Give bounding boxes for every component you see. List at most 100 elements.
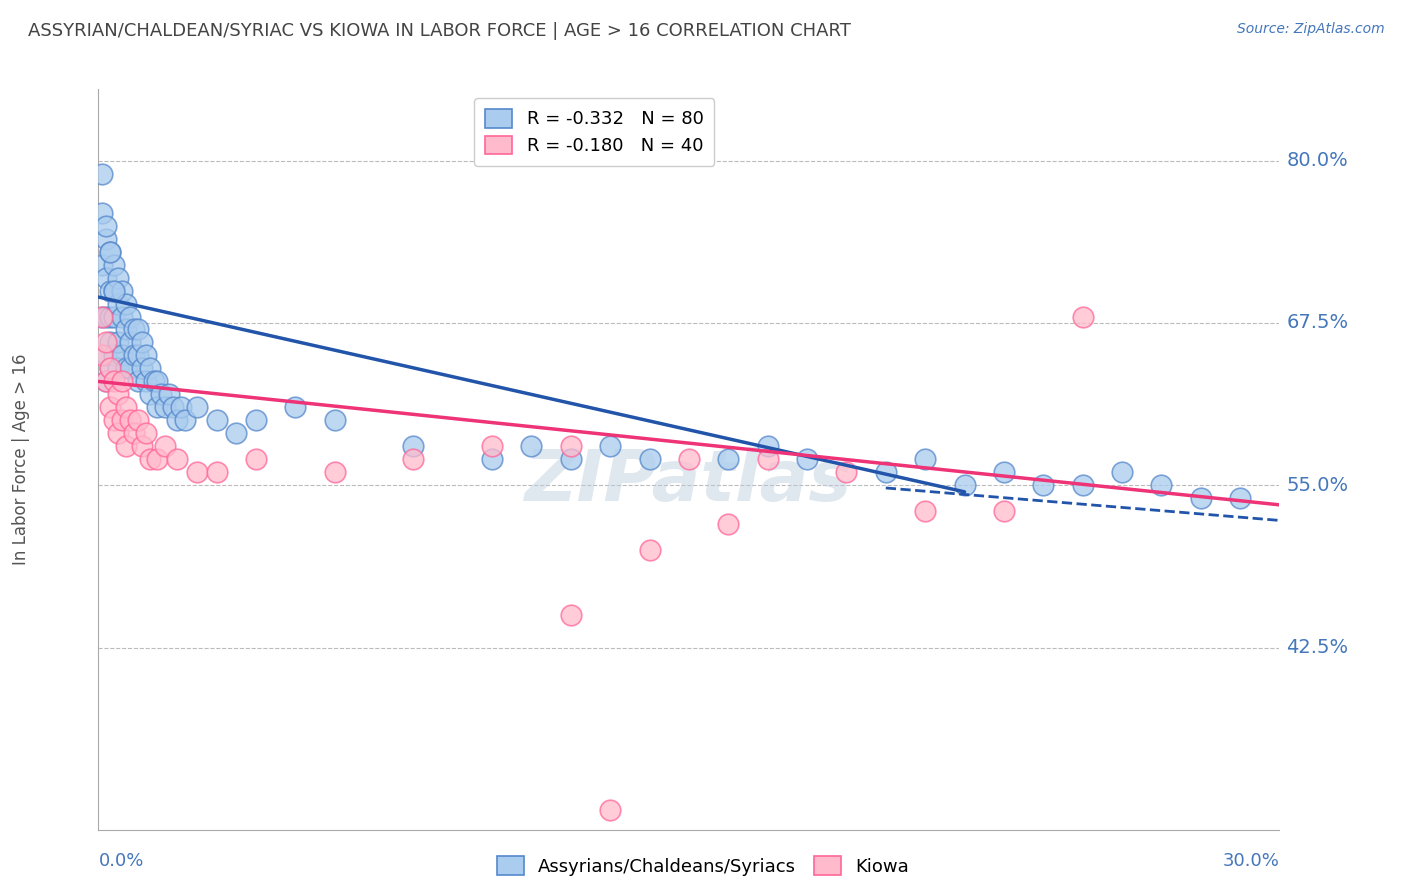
Point	[835, 466, 858, 480]
Point	[146, 401, 169, 415]
Point	[122, 322, 145, 336]
Point	[98, 361, 121, 376]
Point	[107, 387, 129, 401]
Point	[131, 361, 153, 376]
Point	[107, 426, 129, 441]
Point	[135, 349, 157, 363]
Point	[96, 375, 118, 389]
Point	[91, 258, 114, 272]
Point	[135, 375, 157, 389]
Point	[118, 335, 141, 350]
Point	[155, 401, 177, 415]
Point	[717, 452, 740, 467]
Point	[131, 439, 153, 453]
Point	[146, 452, 169, 467]
Point	[170, 401, 193, 415]
Point	[98, 361, 121, 376]
Point	[155, 439, 177, 453]
Point	[138, 387, 160, 401]
Point	[1071, 310, 1094, 324]
Point	[1150, 478, 1173, 492]
Text: Source: ZipAtlas.com: Source: ZipAtlas.com	[1237, 22, 1385, 37]
Point	[115, 439, 138, 453]
Text: 0.0%: 0.0%	[98, 852, 143, 870]
Point	[107, 361, 129, 376]
Point	[481, 452, 503, 467]
Point	[98, 244, 121, 259]
Point	[756, 452, 779, 467]
Point	[599, 439, 621, 453]
Point	[1229, 491, 1251, 506]
Point	[638, 543, 661, 558]
Point	[323, 466, 346, 480]
Text: In Labor Force | Age > 16: In Labor Force | Age > 16	[13, 353, 30, 566]
Point	[560, 608, 582, 623]
Point	[115, 361, 138, 376]
Point	[103, 310, 125, 324]
Point	[96, 349, 118, 363]
Point	[1189, 491, 1212, 506]
Point	[225, 426, 247, 441]
Point	[245, 413, 267, 427]
Point	[520, 439, 543, 453]
Point	[91, 205, 114, 219]
Point	[122, 426, 145, 441]
Point	[638, 452, 661, 467]
Point	[111, 375, 134, 389]
Point	[142, 375, 165, 389]
Point	[96, 231, 118, 245]
Point	[103, 375, 125, 389]
Point	[166, 452, 188, 467]
Point	[98, 310, 121, 324]
Point	[157, 387, 180, 401]
Point	[993, 504, 1015, 518]
Point	[127, 322, 149, 336]
Point	[98, 401, 121, 415]
Point	[91, 310, 114, 324]
Point	[993, 466, 1015, 480]
Point	[174, 413, 197, 427]
Text: 42.5%: 42.5%	[1286, 638, 1348, 657]
Point	[402, 452, 425, 467]
Point	[98, 244, 121, 259]
Point	[115, 401, 138, 415]
Point	[162, 401, 184, 415]
Point	[107, 270, 129, 285]
Legend: R = -0.332   N = 80, R = -0.180   N = 40: R = -0.332 N = 80, R = -0.180 N = 40	[474, 98, 714, 166]
Point	[96, 219, 118, 233]
Point	[1071, 478, 1094, 492]
Point	[402, 439, 425, 453]
Point	[717, 517, 740, 532]
Point	[146, 375, 169, 389]
Point	[138, 452, 160, 467]
Point	[481, 439, 503, 453]
Point	[122, 349, 145, 363]
Point	[914, 452, 936, 467]
Point	[96, 335, 118, 350]
Point	[135, 426, 157, 441]
Point	[118, 413, 141, 427]
Point	[186, 401, 208, 415]
Text: 55.0%: 55.0%	[1286, 475, 1348, 495]
Text: 67.5%: 67.5%	[1286, 313, 1348, 333]
Legend: Assyrians/Chaldeans/Syriacs, Kiowa: Assyrians/Chaldeans/Syriacs, Kiowa	[489, 849, 917, 883]
Point	[118, 361, 141, 376]
Point	[186, 466, 208, 480]
Point	[118, 310, 141, 324]
Point	[150, 387, 173, 401]
Text: ASSYRIAN/CHALDEAN/SYRIAC VS KIOWA IN LABOR FORCE | AGE > 16 CORRELATION CHART: ASSYRIAN/CHALDEAN/SYRIAC VS KIOWA IN LAB…	[28, 22, 851, 40]
Point	[127, 375, 149, 389]
Point	[96, 270, 118, 285]
Point	[875, 466, 897, 480]
Point	[103, 284, 125, 298]
Point	[1032, 478, 1054, 492]
Point	[953, 478, 976, 492]
Point	[111, 413, 134, 427]
Point	[111, 310, 134, 324]
Point	[245, 452, 267, 467]
Point	[96, 310, 118, 324]
Point	[756, 439, 779, 453]
Point	[107, 335, 129, 350]
Point	[166, 413, 188, 427]
Point	[115, 322, 138, 336]
